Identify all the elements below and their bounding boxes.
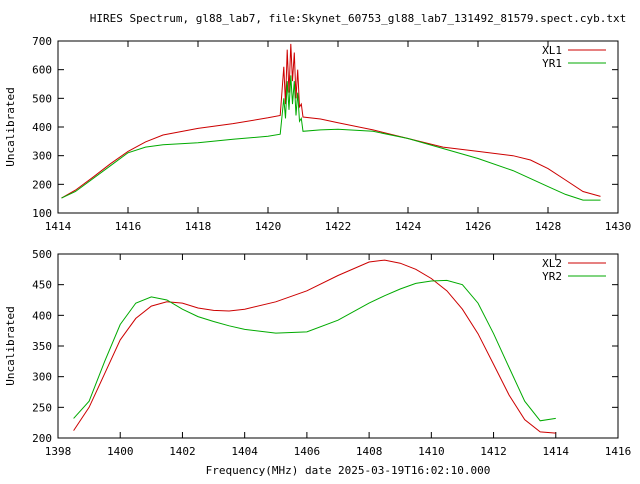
x-tick-label: 1412	[480, 445, 507, 458]
x-tick-label: 1416	[605, 445, 632, 458]
series-line-xl2	[73, 259, 556, 434]
chart-title: HIRES Spectrum, gl88_lab7, file:Skynet_6…	[90, 12, 626, 25]
y-tick-label: 450	[32, 279, 52, 292]
series-line-xl1	[61, 43, 601, 199]
x-axis-label: Frequency(MHz) date 2025-03-19T16:02:10.…	[206, 464, 491, 477]
x-tick-label: 1420	[255, 220, 282, 233]
legend-label: XL1	[542, 44, 562, 57]
plot-frame	[57, 40, 619, 214]
x-tick-label: 1402	[169, 445, 196, 458]
x-tick-label: 1424	[395, 220, 422, 233]
y-tick-label: 200	[32, 432, 52, 445]
x-tick-label: 1428	[535, 220, 562, 233]
y-tick-label: 100	[32, 207, 52, 220]
y-tick-label: 250	[32, 401, 52, 414]
y-tick-label: 600	[32, 64, 52, 77]
x-tick-label: 1406	[294, 445, 321, 458]
legend-label: YR2	[542, 270, 562, 283]
series-line-yr2	[73, 279, 556, 422]
y-tick-label: 400	[32, 309, 52, 322]
x-tick-label: 1408	[356, 445, 383, 458]
x-tick-label: 1414	[45, 220, 72, 233]
y-axis-label: Uncalibrated	[4, 306, 17, 385]
y-tick-label: 400	[32, 121, 52, 134]
x-tick-label: 1422	[325, 220, 352, 233]
x-tick-label: 1414	[543, 445, 570, 458]
y-tick-label: 300	[32, 150, 52, 163]
x-tick-label: 1430	[605, 220, 632, 233]
x-tick-label: 1416	[115, 220, 142, 233]
x-tick-label: 1426	[465, 220, 492, 233]
x-tick-label: 1398	[45, 445, 72, 458]
x-tick-label: 1418	[185, 220, 212, 233]
legend-label: XL2	[542, 257, 562, 270]
y-tick-label: 200	[32, 178, 52, 191]
y-tick-label: 500	[32, 248, 52, 261]
x-tick-label: 1410	[418, 445, 445, 458]
y-tick-label: 300	[32, 371, 52, 384]
y-tick-label: 500	[32, 92, 52, 105]
y-axis-label: Uncalibrated	[4, 87, 17, 166]
plot-frame	[57, 253, 619, 439]
y-tick-label: 350	[32, 340, 52, 353]
y-tick-label: 700	[32, 35, 52, 48]
series-line-yr1	[61, 75, 601, 201]
x-tick-label: 1404	[231, 445, 258, 458]
legend-label: YR1	[542, 57, 562, 70]
x-tick-label: 1400	[107, 445, 134, 458]
